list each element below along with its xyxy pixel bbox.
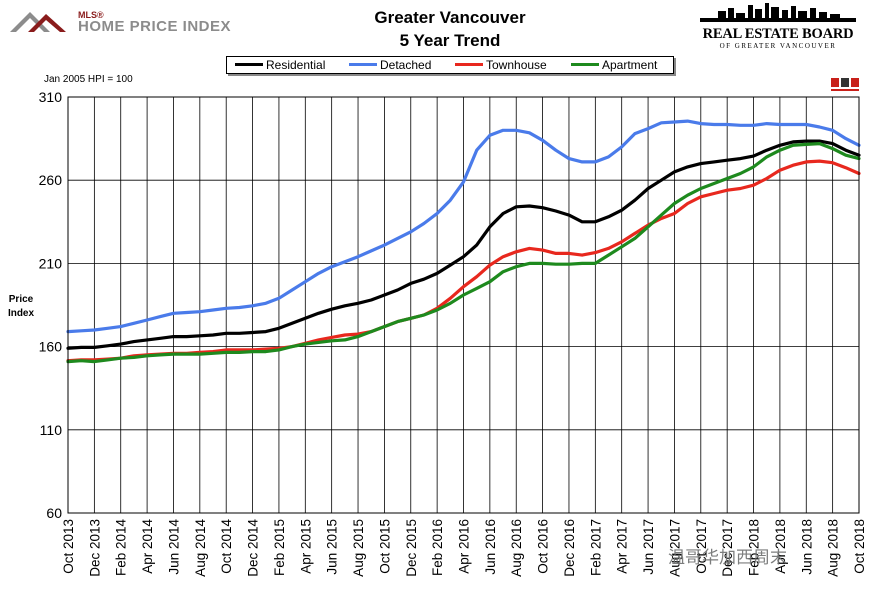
- series-line-residential: [66, 139, 861, 350]
- x-tick-label: Dec 2014: [246, 519, 261, 577]
- x-tick-label: Dec 2016: [562, 519, 577, 577]
- legend-swatch-residential: [235, 63, 263, 67]
- x-tick-label: Dec 2013: [87, 519, 102, 577]
- x-tick-label: Oct 2017: [694, 519, 709, 574]
- legend-item-apartment: Apartment: [571, 58, 657, 72]
- y-tick-label: 110: [40, 422, 63, 438]
- watermark-text: 温哥华加西周末: [668, 548, 787, 567]
- legend-label-residential: Residential: [266, 58, 326, 72]
- series-line-townhouse: [66, 159, 861, 363]
- legend-item-residential: Residential: [235, 58, 325, 72]
- city-skyline-icon: [700, 3, 856, 22]
- legend-swatch-apartment: [571, 63, 599, 67]
- reb-logo: REAL ESTATE BOARD OF GREATER VANCOUVER: [698, 2, 858, 54]
- x-tick-label: Jun 2014: [166, 519, 181, 575]
- x-tick-label: Aug 2016: [509, 519, 524, 577]
- x-tick-label: Feb 2017: [588, 519, 603, 576]
- series-layer: [66, 119, 861, 364]
- x-tick-label: Apr 2016: [457, 519, 472, 574]
- x-tick-label: Oct 2015: [377, 519, 392, 574]
- x-tick-label: Aug 2015: [351, 519, 366, 577]
- mls-mark: MLS®: [78, 10, 104, 20]
- x-tick-label: Dec 2017: [720, 519, 735, 577]
- series-line-detached: [66, 119, 861, 334]
- x-tick-label: Apr 2014: [140, 519, 155, 574]
- x-tick-label: Apr 2015: [298, 519, 313, 574]
- house-roof-icon: [10, 12, 66, 32]
- y-tick-label: 260: [39, 172, 63, 188]
- y-axis-label: Price Index: [7, 294, 35, 319]
- reb-subtitle: OF GREATER VANCOUVER: [719, 42, 837, 50]
- x-tick-label: Apr 2018: [773, 519, 788, 574]
- legend-label-apartment: Apartment: [602, 58, 658, 72]
- y-tick-label: 310: [39, 89, 63, 105]
- y-tick-label: 160: [39, 339, 63, 355]
- x-tick-label: Jun 2018: [799, 519, 814, 575]
- x-tick-label: Feb 2015: [272, 519, 287, 576]
- x-tick-label: Aug 2017: [667, 519, 682, 577]
- y-tick-label: 60: [46, 505, 62, 521]
- x-tick-label: Oct 2016: [536, 519, 551, 574]
- hpi-logo-text: HOME PRICE INDEX: [78, 18, 232, 35]
- legend-swatch-townhouse: [455, 63, 483, 67]
- legend-swatch-detached: [349, 63, 377, 67]
- mls-badge-icon: [831, 76, 861, 94]
- chart-title: Greater Vancouver: [374, 8, 526, 27]
- x-tick-label: Feb 2018: [747, 519, 762, 576]
- plot-frame: [67, 96, 860, 514]
- x-tick-label: Jun 2015: [325, 519, 340, 575]
- x-tick-label: Aug 2018: [826, 519, 841, 577]
- index-basis-note: Jan 2005 HPI = 100: [44, 74, 133, 85]
- legend-label-detached: Detached: [380, 58, 432, 72]
- reb-name: REAL ESTATE BOARD: [702, 26, 854, 42]
- chart-legend: Residential Detached Townhouse Apartment: [226, 56, 674, 74]
- x-tick-labels: Oct 2013 Dec 2013 Feb 2014 Apr 2014 Jun 2014…: [61, 519, 867, 577]
- mls-hpi-logo: MLS® HOME PRICE INDEX: [8, 4, 238, 40]
- x-tick-label: Apr 2017: [615, 519, 630, 574]
- chart-subtitle: 5 Year Trend: [399, 31, 501, 50]
- series-line-apartment: [66, 142, 861, 364]
- x-tick-label: Dec 2015: [404, 519, 419, 577]
- x-tick-label: Oct 2014: [219, 519, 234, 574]
- x-tick-label: Feb 2014: [114, 519, 129, 577]
- x-tick-label: Oct 2013: [61, 519, 76, 574]
- y-tick-labels: 60 110 160 210 260 310: [39, 89, 63, 521]
- x-tick-label: Jun 2016: [483, 519, 498, 575]
- legend-item-townhouse: Townhouse: [455, 58, 547, 72]
- x-tick-label: Jun 2017: [641, 519, 656, 575]
- legend-item-detached: Detached: [349, 58, 431, 72]
- x-tick-label: Feb 2016: [430, 519, 445, 576]
- y-tick-label: 210: [39, 255, 63, 271]
- x-tick-label: Aug 2014: [193, 519, 208, 577]
- legend-label-townhouse: Townhouse: [486, 58, 547, 72]
- x-tick-label: Oct 2018: [852, 519, 867, 574]
